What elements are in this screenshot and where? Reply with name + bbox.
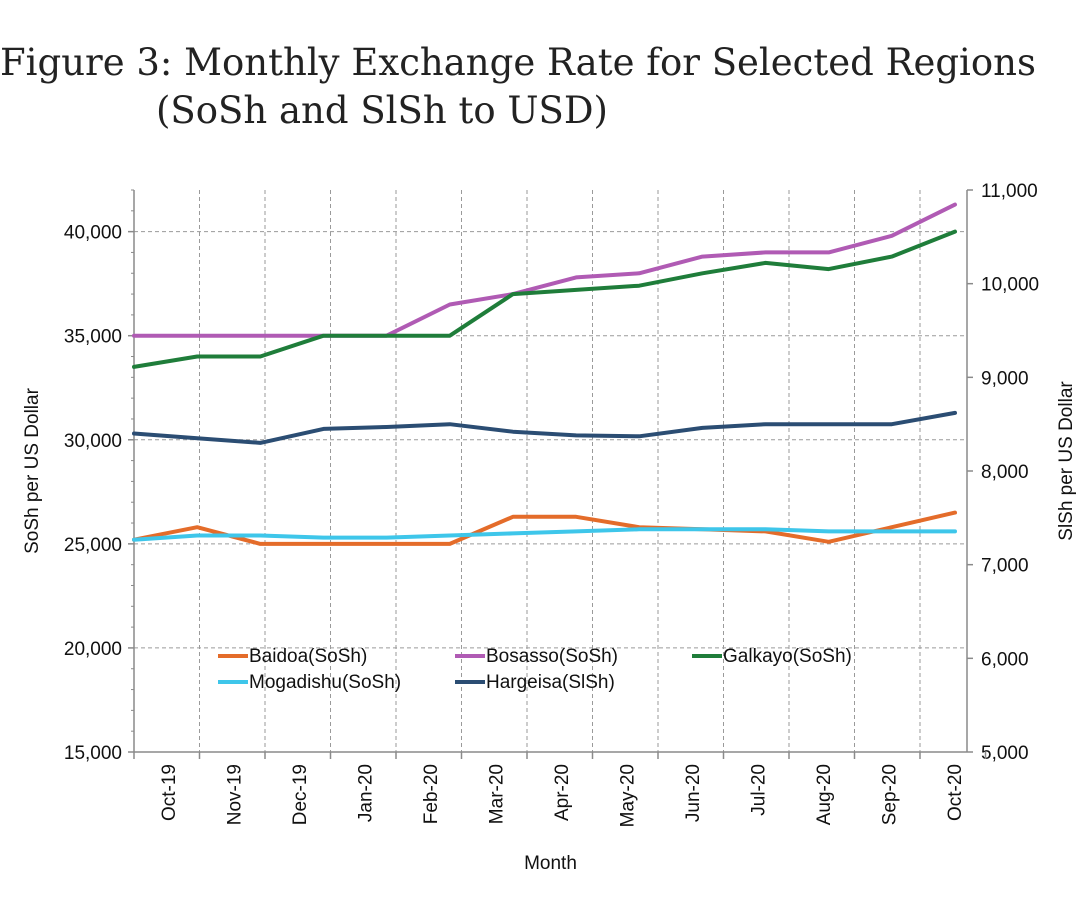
y2-tick-label: 7,000 (981, 556, 1029, 577)
x-tick-label: Oct-20 (945, 764, 966, 821)
y-tick-label: 15,000 (64, 743, 122, 764)
y2-tick-label: 8,000 (981, 462, 1029, 483)
y-tick-label: 35,000 (64, 327, 122, 348)
legend: Baidoa(SoSh) Bosasso(SoSh) Galkayo(SoSh) Mo… (218, 646, 852, 693)
legend-label: Baidoa(SoSh) (249, 646, 367, 667)
axes (133, 190, 968, 753)
x-tick-label: Dec-19 (290, 764, 311, 825)
legend-label: Hargeisa(SlSh) (486, 672, 615, 693)
legend-label: Galkayo(SoSh) (723, 646, 852, 667)
series-line-galkayo-sosh (132, 229, 957, 369)
y-axis-label: SoSh per US Dollar (22, 387, 43, 553)
x-tick-label: May-20 (618, 764, 639, 827)
series-line-baidoa-sosh (132, 510, 957, 546)
x-axis-label: Month (524, 853, 577, 874)
x-tick-label: Jan-20 (356, 764, 377, 822)
x-tick-label: Jun-20 (683, 764, 704, 822)
y-tick-label: 25,000 (64, 535, 122, 556)
x-tick-label: Oct-19 (159, 764, 180, 821)
x-tick-label: Sep-20 (880, 764, 901, 825)
gridlines (134, 190, 967, 752)
y-tick-label: 40,000 (64, 223, 122, 244)
x-tick-label: Nov-19 (225, 764, 246, 825)
y-tick-label: 20,000 (64, 639, 122, 660)
series-lines (132, 202, 957, 546)
legend-label: Mogadishu(SoSh) (249, 672, 401, 693)
y2-tick-label: 10,000 (981, 275, 1039, 296)
y2-tick-label: 6,000 (981, 649, 1029, 670)
x-tick-label: Aug-20 (814, 764, 835, 825)
y-tick-label: 30,000 (64, 431, 122, 452)
x-tick-label: Jul-20 (749, 764, 770, 816)
y2-tick-label: 5,000 (981, 743, 1029, 764)
series-line-bosasso-sosh (132, 202, 957, 338)
legend-label: Bosasso(SoSh) (486, 646, 618, 667)
y2-axis-label: SlSh per US Dollar (1056, 381, 1077, 541)
series-line-mogadishu-sosh (132, 527, 957, 542)
y2-tick-label: 9,000 (981, 368, 1029, 389)
series-line-hargeisa-slsh (132, 410, 957, 445)
x-tick-label: Mar-20 (487, 764, 508, 824)
x-tick-label: Feb-20 (421, 764, 442, 824)
chart-subtitle: (SoSh and SlSh to USD) (156, 89, 608, 132)
chart-title: Figure 3: Monthly Exchange Rate for Sele… (0, 41, 1036, 84)
x-tick-label: Apr-20 (552, 764, 573, 821)
y2-tick-label: 11,000 (981, 181, 1038, 202)
ticks: 15,000 20,000 25,000 30,000 35,000 40,000 5,00… (64, 181, 1039, 827)
